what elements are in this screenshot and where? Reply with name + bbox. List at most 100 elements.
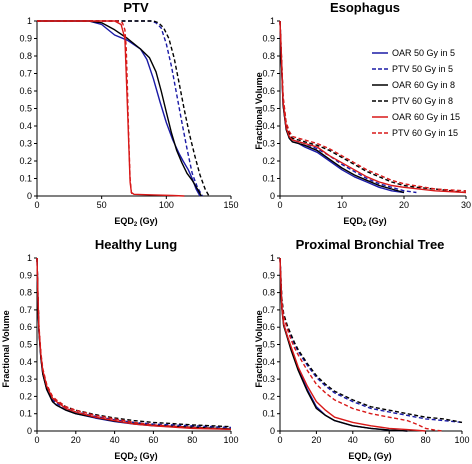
y-tick-label: 0.5 — [19, 104, 32, 114]
series-line-ptv-60-gy-in-8 — [279, 20, 467, 194]
y-tick-label: 0.4 — [262, 121, 275, 131]
x-tick-label: 80 — [421, 435, 431, 445]
y-tick-label: 0.9 — [262, 34, 275, 44]
x-axis-label: EQD2 (Gy) — [343, 216, 386, 228]
y-tick-label: 0 — [270, 426, 275, 436]
legend-entry: OAR 60 Gy in 8 — [392, 80, 455, 90]
x-tick-label: 20 — [71, 435, 81, 445]
y-tick-label: 0.1 — [262, 174, 275, 184]
y-tick-label: 0.7 — [262, 69, 275, 79]
y-tick-label: 0.3 — [262, 139, 275, 149]
y-tick-label: 0.2 — [262, 156, 275, 166]
series-line-ptv-60-gy-in-8 — [279, 257, 463, 424]
legend-entry: PTV 60 Gy in 15 — [392, 128, 458, 138]
panel-healthy-lung: Healthy Lung Fractional Volume EQD2 (Gy)… — [1, 237, 239, 463]
y-tick-label: 0.2 — [19, 391, 32, 401]
y-tick-label: 0.6 — [19, 322, 32, 332]
legend-entry: OAR 60 Gy in 15 — [392, 112, 460, 122]
series-line-oar-60-gy-in-15 — [279, 257, 426, 432]
series-line-oar-60-gy-in-15 — [37, 20, 185, 197]
y-tick-label: 0 — [27, 191, 32, 201]
y-tick-label: 0.9 — [262, 270, 275, 280]
y-tick-label: 0.7 — [19, 69, 32, 79]
x-tick-label: 0 — [277, 200, 282, 210]
y-tick-label: 0.7 — [19, 305, 32, 315]
series-line-ptv-60-gy-in-15 — [279, 257, 444, 432]
x-tick-label: 100 — [223, 435, 238, 445]
y-tick-label: 0.6 — [19, 86, 32, 96]
x-tick-label: 80 — [187, 435, 197, 445]
y-tick-label: 0.1 — [19, 174, 32, 184]
y-tick-label: 0.1 — [19, 409, 32, 419]
y-tick-label: 1 — [27, 253, 32, 263]
x-axis-label: EQD2 (Gy) — [114, 451, 157, 463]
legend-entry: OAR 50 Gy in 5 — [392, 48, 455, 58]
series-line-oar-60-gy-in-15 — [36, 257, 232, 430]
x-tick-label: 100 — [159, 200, 174, 210]
y-tick-label: 0.6 — [262, 86, 275, 96]
y-axis-label: Fractional Volume — [1, 310, 11, 387]
y-tick-label: 0.6 — [262, 322, 275, 332]
series-line-ptv-50-gy-in-5 — [279, 20, 417, 194]
x-axis-label: EQD2 (Gy) — [348, 451, 391, 463]
y-tick-label: 0.3 — [19, 374, 32, 384]
y-tick-label: 0.1 — [262, 409, 275, 419]
y-tick-label: 1 — [270, 253, 275, 263]
series-line-ptv-60-gy-in-8 — [37, 20, 210, 197]
y-axis-label: Fractional Volume — [254, 72, 264, 149]
x-tick-label: 100 — [454, 435, 469, 445]
panel-title: PTV — [123, 0, 149, 15]
x-tick-label: 60 — [384, 435, 394, 445]
x-axis-label: EQD2 (Gy) — [114, 216, 157, 228]
x-tick-label: 150 — [223, 200, 238, 210]
series-line-ptv-60-gy-in-15 — [37, 20, 134, 197]
y-tick-label: 0.8 — [19, 51, 32, 61]
panel-title: Healthy Lung — [95, 237, 177, 252]
y-tick-label: 0.5 — [19, 340, 32, 350]
y-tick-label: 0.8 — [262, 51, 275, 61]
y-tick-label: 0.2 — [19, 156, 32, 166]
y-tick-label: 1 — [270, 16, 275, 26]
y-tick-label: 0.3 — [19, 139, 32, 149]
series-line-oar-50-gy-in-5 — [37, 20, 201, 197]
y-tick-label: 0.9 — [19, 270, 32, 280]
x-tick-label: 50 — [97, 200, 107, 210]
series-line-ptv-60-gy-in-15 — [279, 20, 467, 192]
y-tick-label: 0.4 — [262, 357, 275, 367]
y-axis-label: Fractional Volume — [254, 310, 264, 387]
series-line-ptv-60-gy-in-15 — [36, 257, 232, 430]
legend: OAR 50 Gy in 5 PTV 50 Gy in 5 OAR 60 Gy in… — [372, 48, 460, 138]
x-tick-label: 20 — [311, 435, 321, 445]
y-tick-label: 0.4 — [19, 357, 32, 367]
panel-esophagus: Esophagus Fractional Volume EQD2 (Gy) 0 0… — [254, 0, 471, 228]
x-tick-label: 30 — [461, 200, 471, 210]
y-tick-label: 0.5 — [262, 340, 275, 350]
panel-proximal-bronchial-tree: Proximal Bronchial Tree Fractional Volum… — [254, 237, 470, 463]
y-tick-label: 0.7 — [262, 305, 275, 315]
x-tick-label: 0 — [277, 435, 282, 445]
y-tick-label: 0.4 — [19, 121, 32, 131]
series-line-oar-60-gy-in-8 — [37, 20, 202, 197]
x-tick-label: 10 — [337, 200, 347, 210]
x-tick-label: 40 — [110, 435, 120, 445]
panel-title: Proximal Bronchial Tree — [296, 237, 445, 252]
x-tick-label: 20 — [399, 200, 409, 210]
series-line-oar-60-gy-in-15 — [279, 20, 467, 194]
y-tick-label: 0.8 — [19, 288, 32, 298]
y-tick-label: 0.2 — [262, 391, 275, 401]
panel-title: Esophagus — [330, 0, 400, 15]
x-tick-label: 0 — [34, 200, 39, 210]
x-tick-label: 60 — [148, 435, 158, 445]
legend-entry: PTV 50 Gy in 5 — [392, 64, 453, 74]
y-tick-label: 0.9 — [19, 34, 32, 44]
x-tick-label: 0 — [34, 435, 39, 445]
legend-entry: PTV 60 Gy in 8 — [392, 96, 453, 106]
y-tick-label: 0.5 — [262, 104, 275, 114]
x-tick-label: 40 — [348, 435, 358, 445]
y-tick-label: 0.3 — [262, 374, 275, 384]
y-tick-label: 1 — [27, 16, 32, 26]
y-tick-label: 0 — [27, 426, 32, 436]
panel-ptv: PTV EQD2 (Gy) 0 0.1 0.2 0.3 0.4 0.5 0.6 0.7 0.8 0… — [19, 0, 238, 228]
